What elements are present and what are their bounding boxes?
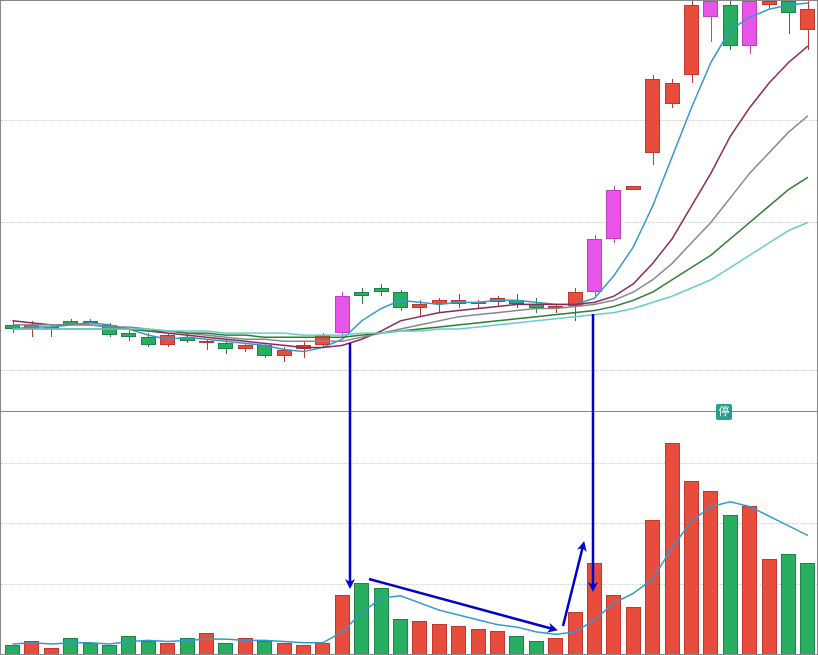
- candle-body: [335, 296, 350, 333]
- candle-body: [781, 1, 796, 13]
- candle-body: [393, 292, 408, 308]
- candle-body: [257, 345, 272, 355]
- candle-body: [800, 9, 815, 30]
- candle-body: [180, 337, 195, 341]
- candle-body: [374, 288, 389, 292]
- candle-body: [529, 304, 544, 308]
- candle-wick: [362, 288, 363, 304]
- candle-wick: [304, 341, 305, 357]
- candle-body: [315, 335, 330, 345]
- price-panel: [1, 1, 818, 411]
- candle-body: [471, 302, 486, 304]
- candle-body: [568, 292, 583, 306]
- candle-body: [742, 1, 757, 46]
- halt-badge: 停: [716, 404, 732, 420]
- candle-body: [83, 321, 98, 323]
- candle-body: [626, 186, 641, 190]
- candle-body: [606, 190, 621, 239]
- candle-body: [723, 5, 738, 46]
- candle-body: [451, 300, 466, 304]
- candle-wick: [32, 321, 33, 337]
- candle-body: [24, 325, 39, 329]
- candle-body: [548, 306, 563, 308]
- candle-body: [121, 333, 136, 337]
- candle-body: [412, 304, 427, 308]
- candle-body: [141, 337, 156, 345]
- candle-body: [218, 343, 233, 349]
- stock-chart: 停: [0, 0, 818, 655]
- candle-wick: [420, 300, 421, 316]
- candle-body: [354, 292, 369, 296]
- volume-ma-line: [1, 411, 818, 655]
- candle-body: [199, 341, 214, 343]
- candle-body: [645, 79, 660, 153]
- candle-body: [63, 321, 78, 325]
- candle-body: [102, 325, 117, 335]
- candle-body: [296, 345, 311, 349]
- candle-body: [490, 298, 505, 302]
- candle-body: [277, 350, 292, 356]
- candle-body: [238, 345, 253, 349]
- candle-body: [44, 327, 59, 329]
- candle-body: [684, 5, 699, 75]
- candle-body: [509, 300, 524, 304]
- candle-body: [762, 1, 777, 5]
- volume-panel: [1, 411, 818, 655]
- candle-body: [703, 1, 718, 17]
- candle-body: [432, 300, 447, 304]
- candle-body: [665, 83, 680, 104]
- candle-body: [160, 335, 175, 345]
- candle-body: [587, 239, 602, 292]
- candle-body: [5, 325, 20, 329]
